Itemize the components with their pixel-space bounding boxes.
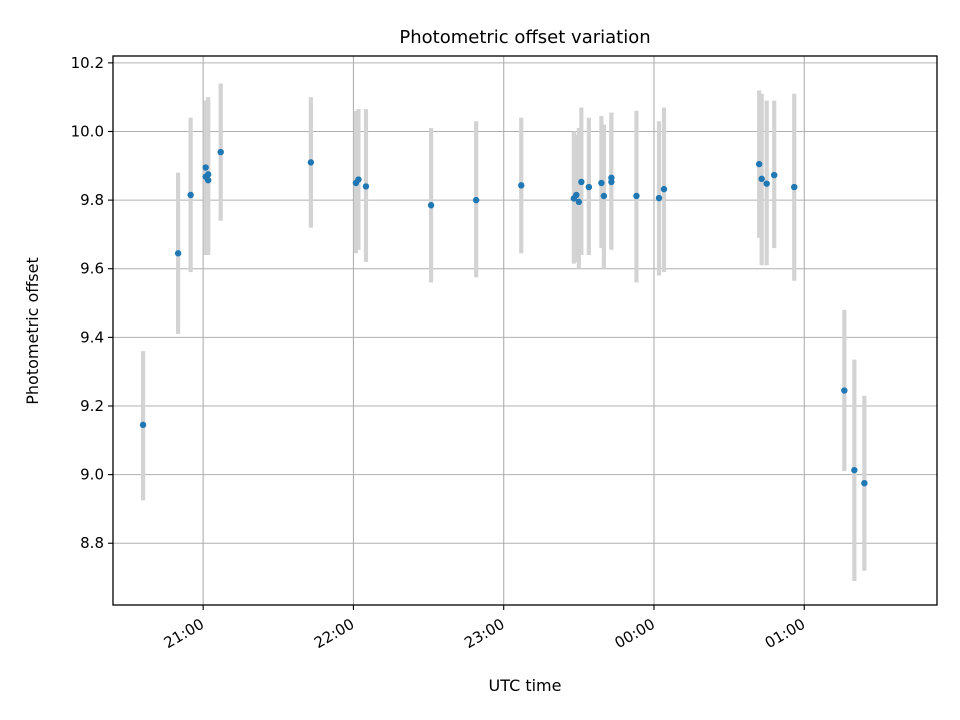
y-tick-label: 9.0	[80, 466, 104, 484]
data-point	[598, 179, 605, 187]
data-point	[660, 185, 668, 193]
data-point	[755, 160, 763, 168]
y-tick-label: 10.2	[71, 54, 104, 72]
data-point	[633, 192, 640, 200]
data-point	[139, 421, 147, 429]
data-point	[763, 180, 770, 187]
data-point	[307, 159, 315, 166]
data-point	[355, 176, 362, 183]
data-point	[578, 178, 585, 186]
y-tick-label: 9.4	[80, 328, 104, 346]
data-point	[861, 479, 868, 487]
data-point	[202, 164, 209, 171]
data-point	[573, 191, 580, 199]
x-axis-title: UTC time	[489, 676, 562, 695]
y-tick-label: 9.8	[80, 191, 104, 209]
data-point	[217, 148, 224, 156]
data-point	[791, 183, 798, 191]
data-point	[362, 183, 370, 190]
chart-title: Photometric offset variation	[399, 27, 650, 48]
data-point	[600, 192, 608, 200]
data-point	[655, 194, 663, 202]
data-point	[771, 171, 778, 179]
data-point	[758, 175, 765, 183]
data-point	[608, 178, 615, 186]
grid	[113, 56, 937, 605]
y-tick-label: 9.6	[80, 260, 104, 278]
data-point	[472, 196, 480, 204]
data-point	[841, 387, 848, 394]
plot-area-frame	[112, 55, 938, 606]
y-axis: 8.8 9.0 9.2 9.4 9.6 9.8 10.0 10.2	[71, 54, 113, 552]
data-point	[187, 191, 194, 199]
data-points	[139, 148, 868, 487]
y-tick-label: 8.8	[80, 534, 104, 552]
data-point	[851, 466, 858, 474]
data-point	[174, 250, 182, 257]
data-point	[204, 171, 212, 178]
y-tick-label: 10.0	[71, 122, 104, 140]
data-point	[585, 183, 593, 191]
y-axis-title: Photometric offset	[23, 257, 42, 405]
data-point	[518, 182, 525, 189]
data-point	[204, 177, 212, 184]
data-point	[427, 202, 435, 209]
data-point	[575, 198, 583, 206]
y-tick-label: 9.2	[80, 397, 104, 415]
